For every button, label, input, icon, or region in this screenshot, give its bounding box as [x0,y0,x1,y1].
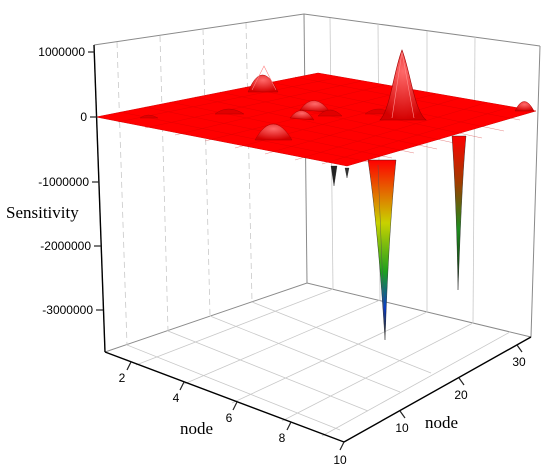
x-tick-label: 2 [119,371,126,385]
y-tick-label: 30 [512,355,526,369]
x-tick-label: 8 [279,431,286,445]
x-tick-label: 10 [333,453,347,467]
z-tick-label: 0 [80,110,87,124]
y-axis: 10 20 30 node [344,337,531,442]
y-axis-title: node [425,413,458,432]
negative-spike-small [331,166,349,186]
y-tick-label: 20 [454,388,468,402]
z-axis-title: Sensitivity [6,203,79,222]
z-tick-label: -2000000 [40,239,91,253]
z-tick-label: -1000000 [38,175,89,189]
z-axis: 1000000 0 -1000000 -2000000 -3000000 Sen… [6,45,105,352]
negative-spike-right [452,136,466,290]
x-tick-label: 4 [173,391,180,405]
z-tick-label: 1000000 [38,45,85,59]
surface-plane [96,73,536,166]
z-tick-label: -3000000 [42,303,93,317]
x-axis-title: node [180,419,213,438]
x-axis: 2 4 6 8 10 node [105,352,347,467]
x-tick-label: 6 [226,411,233,425]
y-tick-label: 10 [395,421,409,435]
negative-spike-main [368,160,396,340]
sensitivity-surface [96,50,536,340]
